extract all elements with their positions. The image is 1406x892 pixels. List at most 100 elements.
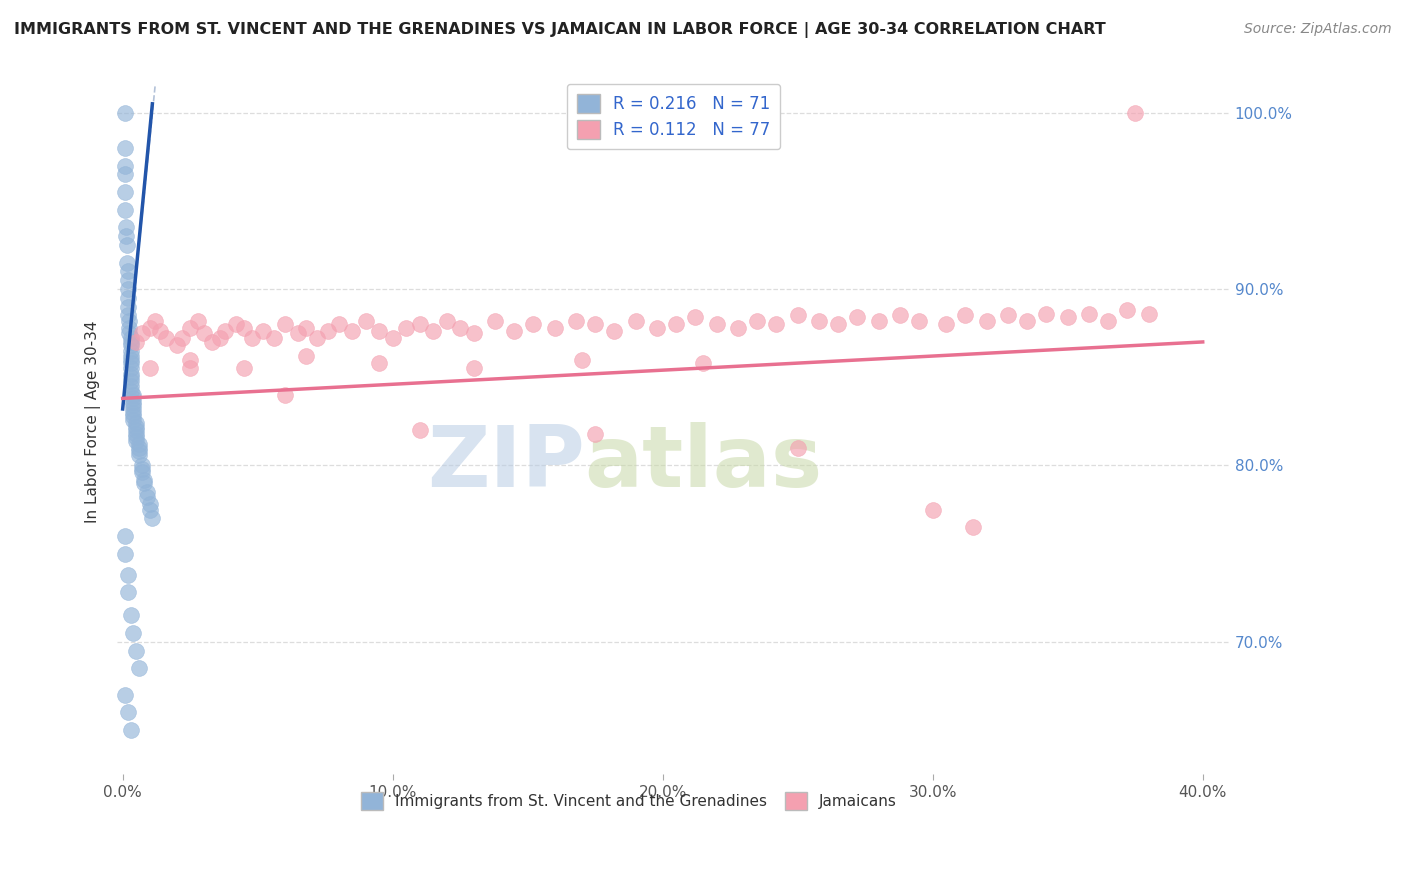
Point	[117, 282, 139, 296]
Point	[408, 423, 430, 437]
Point	[120, 384, 142, 399]
Point	[122, 405, 145, 419]
Point	[683, 310, 706, 325]
Point	[114, 547, 136, 561]
Point	[131, 466, 153, 480]
Point	[122, 401, 145, 416]
Point	[1123, 105, 1146, 120]
Point	[273, 388, 295, 402]
Point	[115, 255, 138, 269]
Point	[645, 321, 668, 335]
Point	[1035, 307, 1057, 321]
Point	[120, 370, 142, 384]
Point	[921, 502, 943, 516]
Point	[114, 202, 136, 217]
Point	[128, 444, 150, 458]
Point	[179, 352, 201, 367]
Point	[118, 326, 141, 340]
Point	[368, 356, 391, 370]
Point	[125, 423, 148, 437]
Point	[436, 314, 458, 328]
Point	[997, 309, 1019, 323]
Point	[166, 338, 188, 352]
Point	[295, 321, 318, 335]
Point	[692, 356, 714, 370]
Text: ZIP: ZIP	[427, 422, 585, 505]
Point	[138, 502, 160, 516]
Point	[214, 324, 236, 338]
Point	[131, 462, 153, 476]
Point	[233, 321, 256, 335]
Point	[624, 314, 647, 328]
Point	[122, 399, 145, 413]
Point	[118, 321, 141, 335]
Point	[786, 441, 808, 455]
Point	[571, 352, 593, 367]
Point	[138, 361, 160, 376]
Point	[354, 314, 377, 328]
Legend: Immigrants from St. Vincent and the Grenadines, Jamaicans: Immigrants from St. Vincent and the Gren…	[356, 786, 903, 816]
Point	[408, 318, 430, 332]
Point	[522, 318, 544, 332]
Point	[208, 331, 231, 345]
Point	[252, 324, 274, 338]
Point	[122, 626, 145, 640]
Point	[1116, 303, 1139, 318]
Point	[395, 321, 418, 335]
Point	[114, 167, 136, 181]
Point	[422, 324, 444, 338]
Point	[117, 291, 139, 305]
Text: IMMIGRANTS FROM ST. VINCENT AND THE GRENADINES VS JAMAICAN IN LABOR FORCE | AGE : IMMIGRANTS FROM ST. VINCENT AND THE GREN…	[14, 22, 1105, 38]
Point	[120, 356, 142, 370]
Point	[122, 392, 145, 406]
Point	[340, 324, 363, 338]
Point	[263, 331, 285, 345]
Point	[786, 309, 808, 323]
Point	[706, 318, 728, 332]
Point	[765, 318, 787, 332]
Point	[120, 367, 142, 381]
Point	[808, 314, 831, 328]
Point	[179, 361, 201, 376]
Point	[117, 300, 139, 314]
Point	[120, 343, 142, 358]
Point	[120, 379, 142, 393]
Point	[503, 324, 526, 338]
Point	[889, 309, 911, 323]
Point	[908, 314, 931, 328]
Point	[125, 426, 148, 441]
Text: atlas: atlas	[585, 422, 823, 505]
Point	[117, 585, 139, 599]
Point	[484, 314, 506, 328]
Point	[953, 309, 976, 323]
Point	[120, 331, 142, 345]
Point	[381, 331, 404, 345]
Point	[603, 324, 626, 338]
Point	[122, 395, 145, 409]
Point	[131, 458, 153, 473]
Point	[128, 441, 150, 455]
Point	[117, 309, 139, 323]
Point	[120, 361, 142, 376]
Point	[233, 361, 256, 376]
Point	[138, 321, 160, 335]
Point	[122, 412, 145, 426]
Point	[201, 334, 224, 349]
Point	[125, 416, 148, 430]
Point	[316, 324, 339, 338]
Point	[583, 318, 606, 332]
Point	[240, 331, 263, 345]
Point	[868, 314, 890, 328]
Point	[114, 159, 136, 173]
Point	[131, 326, 153, 340]
Point	[827, 318, 849, 332]
Point	[134, 476, 156, 491]
Point	[138, 497, 160, 511]
Point	[1078, 307, 1101, 321]
Point	[544, 321, 567, 335]
Point	[665, 318, 688, 332]
Point	[193, 326, 215, 340]
Point	[583, 426, 606, 441]
Point	[273, 318, 295, 332]
Point	[115, 220, 138, 235]
